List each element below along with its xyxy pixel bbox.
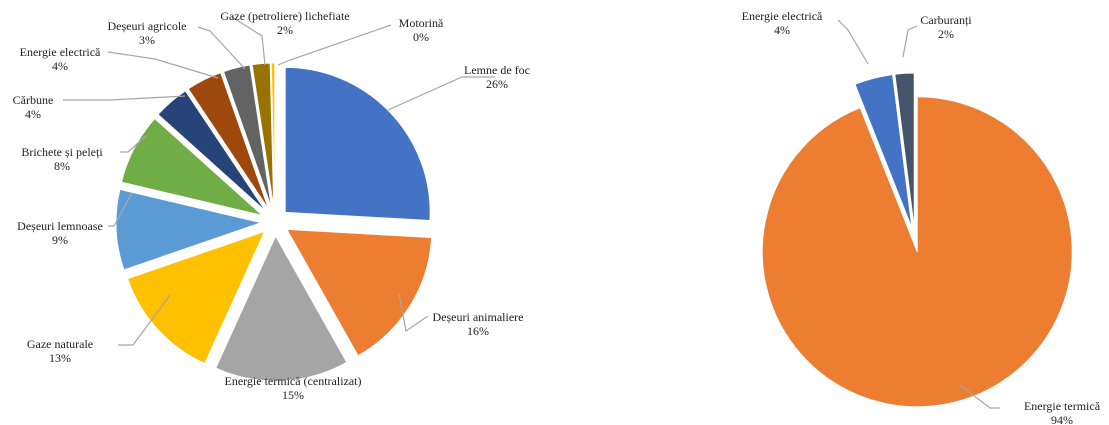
pie-slice-carburanti (894, 72, 915, 229)
slice-label-carbune: Cărbune (13, 93, 54, 107)
leader-line-energie-electrica (107, 51, 219, 79)
leader-line-energie-termica-centralizat (282, 359, 286, 372)
pie-slice-lemne-de-foc (284, 66, 431, 222)
slice-percent-deseuri-agricole: 3% (139, 33, 155, 47)
pie-slice-energie-termica-centralizat (215, 234, 348, 382)
slice-label-carburanti: Carburanți (920, 13, 972, 27)
slice-percent-energie-electrica: 4% (774, 23, 790, 37)
pie-slice-energie-electrica (187, 72, 270, 210)
leader-line-deseuri-agricole (197, 26, 246, 70)
leader-line-carbune (63, 95, 186, 101)
pie-slice-energie-termica (761, 96, 1073, 408)
leader-line-energie-termica (959, 384, 1000, 409)
slice-label-deseuri-lemnoase: Deșeuri lemnoase (17, 219, 103, 233)
pie-slice-carbune (157, 90, 267, 212)
slice-label-brichete-si-peleti: Brichete și peleți (21, 145, 103, 159)
leader-line-energie-electrica (837, 19, 869, 65)
slice-percent-lemne-de-foc: 26% (486, 77, 508, 91)
slice-percent-carburanti: 2% (938, 27, 954, 41)
slice-label-lemne-de-foc: Lemne de foc (464, 63, 530, 77)
slice-percent-energie-termica: 94% (1051, 413, 1073, 425)
leader-line-brichete-si-peleti (120, 134, 148, 153)
leader-line-motorina (277, 24, 392, 66)
slice-label-energie-termica: Energie termică (1024, 399, 1101, 413)
pie-slice-deseuri-lemnoase (115, 188, 263, 271)
slice-percent-deseuri-animaliere: 16% (467, 324, 489, 338)
slice-percent-motorina: 0% (413, 30, 429, 44)
pie-slice-motorina (270, 62, 276, 209)
pie-slice-gaze-naturale (126, 230, 266, 365)
leader-line-carburanti (902, 25, 918, 58)
leader-line-deseuri-lemnoase (108, 192, 133, 227)
slice-label-gaze-petroliere-lichefiate: Gaze (petroliere) lichefiate (220, 9, 349, 23)
slice-label-gaze-naturale: Gaze naturale (27, 337, 93, 351)
slice-percent-brichete-si-peleti: 8% (54, 159, 70, 173)
leader-line-gaze-petroliere-lichefiate (231, 16, 266, 66)
slice-percent-gaze-petroliere-lichefiate: 2% (277, 23, 293, 37)
pie-slice-deseuri-animaliere (285, 228, 433, 357)
slice-percent-carbune: 4% (25, 107, 41, 121)
leader-line-gaze-naturale (118, 294, 171, 346)
pie-slice-gaze-petroliere-lichefiate (251, 62, 275, 209)
leader-line-lemne-de-foc (387, 76, 495, 111)
pie-slice-deseuri-agricole (222, 64, 273, 209)
slice-label-deseuri-agricole: Deșeuri agricole (108, 19, 187, 33)
slice-label-energie-electrica: Energie electrică (20, 45, 101, 59)
slice-label-motorina: Motorină (399, 16, 444, 30)
slice-label-energie-electrica: Energie electrică (742, 9, 823, 23)
pie-slice-energie-electrica (854, 74, 913, 229)
slice-percent-energie-electrica: 4% (52, 59, 68, 73)
slice-percent-gaze-naturale: 13% (49, 351, 71, 365)
slice-label-energie-termica-centralizat: Energie termică (centralizat) (224, 374, 361, 388)
slice-percent-deseuri-lemnoase: 9% (52, 233, 68, 247)
slice-percent-energie-termica-centralizat: 15% (282, 388, 304, 402)
leader-line-deseuri-animaliere (398, 293, 429, 333)
pie-slice-brichete-si-peleti (120, 117, 263, 216)
slice-label-deseuri-animaliere: Deșeuri animaliere (433, 310, 524, 324)
